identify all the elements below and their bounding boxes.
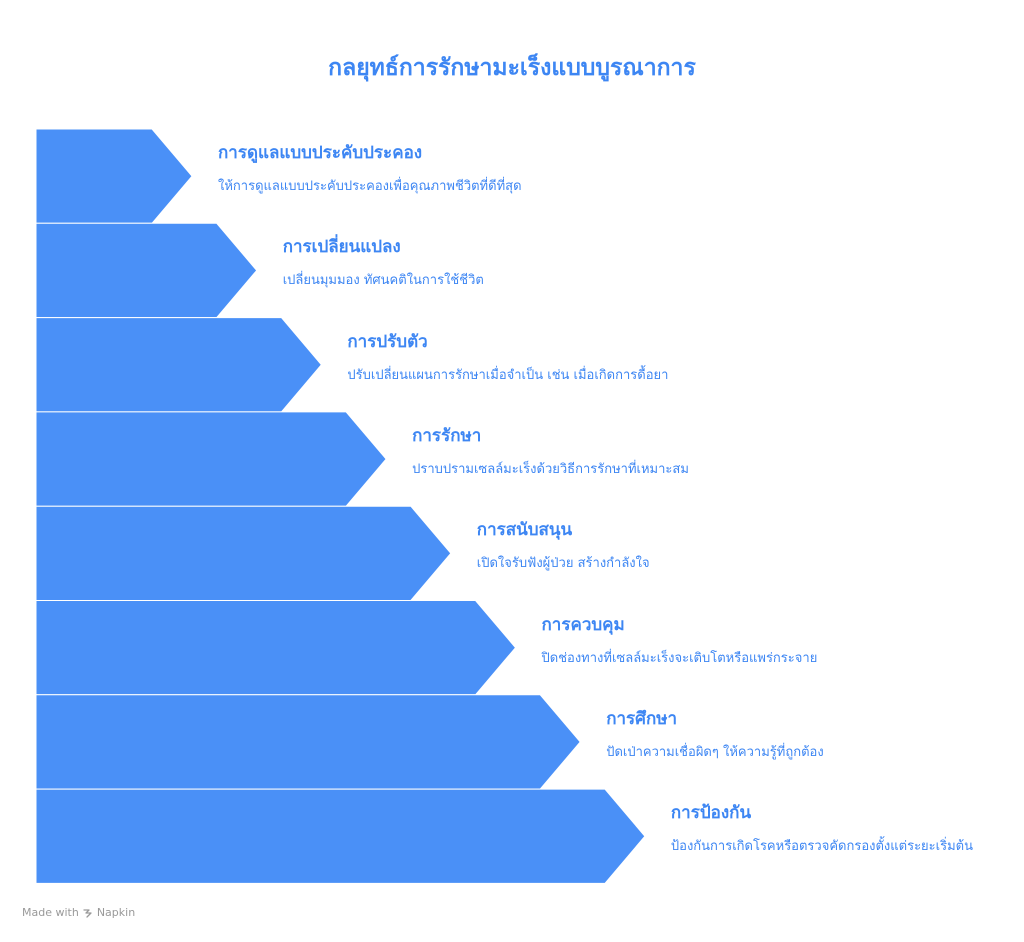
step-description: ป้องกันการเกิดโรคหรือตรวจคัดกรองตั้งแต่ร… [670,839,973,855]
step-description: ปราบปรามเซลล์มะเร็งด้วยวิธีการรักษาที่เห… [412,461,689,477]
step-description: เปลี่ยนมุมมอง ทัศนคติในการใช้ชีวิต [282,273,484,289]
step-arrow-7 [35,694,581,790]
step-heading: การควบคุม [541,614,625,635]
step-arrow-2 [35,222,258,319]
step-arrow-4 [35,411,387,507]
napkin-logo-icon [83,908,92,918]
step-2: การเปลี่ยนแปลงเปลี่ยนมุมมอง ทัศนคติในการ… [283,236,613,289]
step-description: ปรับเปลี่ยนแผนการรักษาเมื่อจำเป็น เช่น เ… [347,367,669,383]
made-with-label: Made with [22,906,79,919]
step-heading: การดูแลแบบประคับประคอง [218,143,423,163]
step-arrow-3 [35,317,323,413]
step-description: ให้การดูแลแบบประคับประคองเพื่อคุณภาพชีวิ… [218,179,522,194]
napkin-brand-label: Napkin [96,906,136,919]
step-heading: การป้องกัน [670,803,752,824]
step-heading: การศึกษา [606,708,677,729]
step-3: การปรับตัวปรับเปลี่ยนแผนการรักษาเมื่อจำเ… [347,331,677,384]
step-description: ปัดเป่าความเชื่อผิดๆ ให้ความรู้ที่ถูกต้อ… [606,744,824,760]
step-heading: การรักษา [412,425,482,446]
step-arrow-6 [35,600,517,696]
step-description: เปิดใจรับฟังผู้ป่วย สร้างกำลังใจ [476,556,650,572]
step-5: การสนับสนุนเปิดใจรับฟังผู้ป่วย สร้างกำลั… [477,519,807,572]
step-heading: การปรับตัว [347,331,428,352]
step-heading: การสนับสนุน [476,520,573,541]
diagram-title: กลยุทธ์การรักษามะเร็งแบบบูรณาการ [328,55,696,81]
step-4: การรักษาปราบปรามเซลล์มะเร็งด้วยวิธีการรั… [412,425,742,478]
step-description: ปิดช่องทางที่เซลล์มะเร็งจะเติบโตหรือแพร่… [541,650,818,666]
napkin-watermark: Made with Napkin [22,906,135,919]
step-arrow-1 [35,128,193,224]
step-heading: การเปลี่ยนแปลง [282,237,401,258]
step-1: การดูแลแบบประคับประคองให้การดูแลแบบประคั… [218,142,548,195]
step-7: การศึกษาปัดเป่าความเชื่อผิดๆ ให้ความรู้ท… [606,708,936,761]
step-8: การป้องกันป้องกันการเกิดโรคหรือตรวจคัดกร… [671,802,1001,855]
step-arrow-8 [35,788,646,884]
step-6: การควบคุมปิดช่องทางที่เซลล์มะเร็งจะเติบโ… [542,614,872,667]
step-arrow-5 [35,505,452,601]
